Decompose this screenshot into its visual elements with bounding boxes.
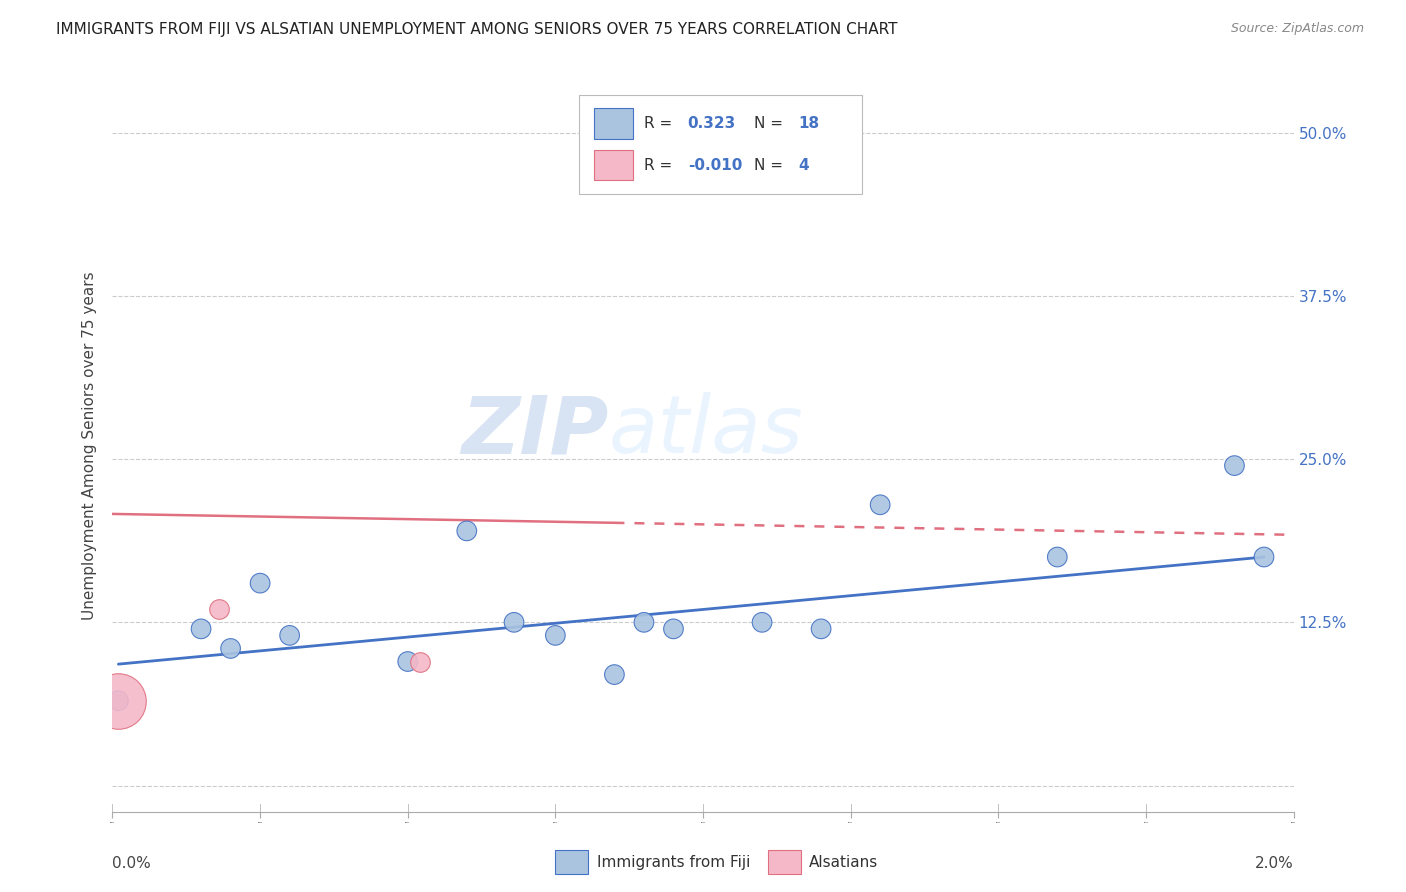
Text: 2.0%: 2.0% xyxy=(1254,855,1294,871)
Point xyxy=(503,615,526,630)
Text: N =: N = xyxy=(754,158,787,173)
Text: 0.323: 0.323 xyxy=(688,116,735,131)
Point xyxy=(810,622,832,636)
Text: N =: N = xyxy=(754,116,787,131)
Point xyxy=(662,622,685,636)
Point xyxy=(249,576,271,591)
Point xyxy=(1223,458,1246,473)
Point xyxy=(107,694,129,708)
Point xyxy=(190,622,212,636)
Bar xyxy=(555,850,589,874)
Point xyxy=(278,628,301,642)
Point xyxy=(1253,549,1275,564)
Text: 18: 18 xyxy=(799,116,820,131)
Point xyxy=(869,498,891,512)
Text: Alsatians: Alsatians xyxy=(810,855,879,870)
FancyBboxPatch shape xyxy=(579,95,862,194)
Point xyxy=(408,655,430,669)
Text: 4: 4 xyxy=(799,158,810,173)
Point xyxy=(633,615,655,630)
Y-axis label: Unemployment Among Seniors over 75 years: Unemployment Among Seniors over 75 years xyxy=(82,272,97,620)
Text: Source: ZipAtlas.com: Source: ZipAtlas.com xyxy=(1230,22,1364,36)
Point xyxy=(751,615,773,630)
Point xyxy=(1046,549,1069,564)
Bar xyxy=(595,150,633,180)
Point xyxy=(208,602,231,616)
Text: -0.010: -0.010 xyxy=(688,158,742,173)
Point xyxy=(456,524,478,538)
Bar xyxy=(768,850,801,874)
Bar xyxy=(595,108,633,139)
Text: IMMIGRANTS FROM FIJI VS ALSATIAN UNEMPLOYMENT AMONG SENIORS OVER 75 YEARS CORREL: IMMIGRANTS FROM FIJI VS ALSATIAN UNEMPLO… xyxy=(56,22,898,37)
Point xyxy=(396,655,419,669)
Point xyxy=(219,641,242,656)
Point xyxy=(544,628,567,642)
Text: ZIP: ZIP xyxy=(461,392,609,470)
Point xyxy=(107,694,129,708)
Point xyxy=(603,667,626,681)
Text: atlas: atlas xyxy=(609,392,803,470)
Text: R =: R = xyxy=(644,116,678,131)
Text: 0.0%: 0.0% xyxy=(112,855,152,871)
Text: Immigrants from Fiji: Immigrants from Fiji xyxy=(596,855,749,870)
Text: R =: R = xyxy=(644,158,678,173)
Point xyxy=(603,152,626,166)
